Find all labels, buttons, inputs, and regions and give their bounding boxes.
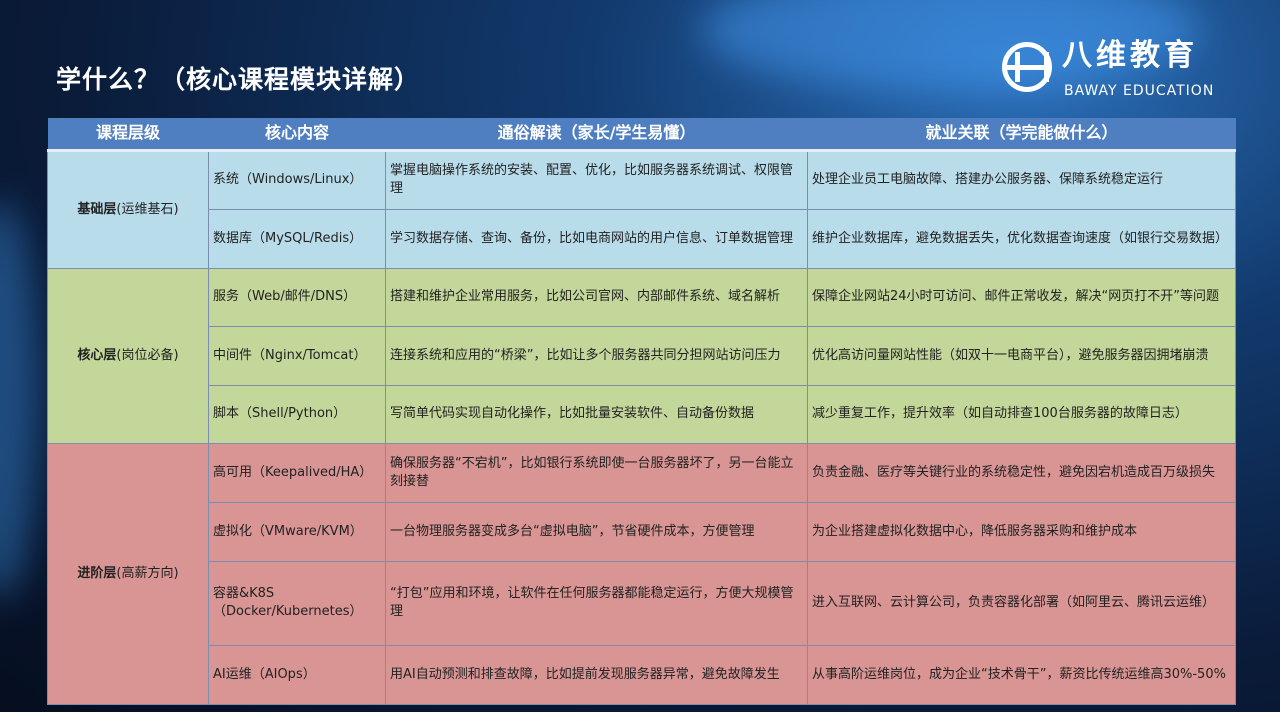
content-cell: 中间件（Nginx/Tomcat）	[208, 325, 386, 386]
content-cell: 数据库（MySQL/Redis）	[208, 208, 386, 269]
logo-en: BAWAY EDUCATION	[1064, 83, 1215, 99]
logo-cn: 八维教育	[1062, 38, 1198, 73]
level-name: 基础层	[77, 201, 117, 217]
table-row: 中间件（Nginx/Tomcat） 连接系统和应用的“桥梁”，比如让多个服务器共同…	[48, 325, 1236, 386]
globe-logo-icon	[1002, 42, 1052, 92]
course-module-table: 课程层级 核心内容 通俗解读（家长/学生易懂） 就业关联（学完能做什么） 基础层(运维…	[47, 118, 1236, 705]
content-cell: 高可用（Keepalived/HA）	[208, 442, 386, 503]
table-row: 脚本（Shell/Python） 写简单代码实现自动化操作，比如批量安装软件、自动…	[48, 384, 1236, 444]
explain-cell: 用AI自动预测和排查故障，比如提前发现服务器异常，避免故障发生	[385, 644, 808, 705]
job-cell: 为企业搭建虚拟化数据中心，降低服务器采购和维护成本	[807, 501, 1236, 562]
level-cell: 基础层(运维基石)	[47, 149, 209, 269]
content-cell: 服务（Web/邮件/DNS）	[208, 267, 386, 327]
explain-cell: 连接系统和应用的“桥梁”，比如让多个服务器共同分担网站访问压力	[385, 325, 808, 386]
job-cell: 优化高访问量网站性能（如双十一电商平台），避免服务器因拥堵崩溃	[807, 325, 1236, 386]
table-row: 虚拟化（VMware/KVM） 一台物理服务器变成多台“虚拟电脑”，节省硬件成本，…	[48, 501, 1236, 562]
content-cell: 虚拟化（VMware/KVM）	[208, 501, 386, 562]
content-cell: AI运维（AIOps）	[208, 644, 386, 705]
job-cell: 进入互联网、云计算公司，负责容器化部署（如阿里云、腾讯云运维）	[807, 560, 1236, 646]
table-row: AI运维（AIOps） 用AI自动预测和排查故障，比如提前发现服务器异常，避免故障…	[48, 644, 1236, 705]
level-note: (运维基石)	[116, 201, 179, 217]
table-row: 数据库（MySQL/Redis） 学习数据存储、查询、备份，比如电商网站的用户信息…	[48, 208, 1236, 269]
content-cell: 容器&K8S（Docker/Kubernetes）	[208, 560, 386, 646]
column-header: 课程层级	[47, 118, 209, 152]
explain-cell: 写简单代码实现自动化操作，比如批量安装软件、自动备份数据	[385, 384, 808, 444]
level-note: (高薪方向)	[116, 565, 179, 581]
table-row: 核心层(岗位必备) 服务（Web/邮件/DNS） 搭建和维护企业常用服务，比如公司官…	[47, 267, 1236, 444]
table-row: 进阶层(高薪方向) 高可用（Keepalived/HA） 确保服务器“不宕机”，比如…	[47, 442, 1236, 705]
job-cell: 减少重复工作，提升效率（如自动排查100台服务器的故障日志）	[807, 384, 1236, 444]
content-cell: 脚本（Shell/Python）	[208, 384, 386, 444]
job-cell: 保障企业网站24小时可访问、邮件正常收发，解决“网页打不开”等问题	[807, 267, 1236, 327]
explain-cell: 掌握电脑操作系统的安装、配置、优化，比如服务器系统调试、权限管理	[385, 149, 808, 210]
level-name: 进阶层	[77, 565, 117, 581]
job-cell: 维护企业数据库，避免数据丢失，优化数据查询速度（如银行交易数据）	[807, 208, 1236, 269]
baway-logo: 八维教育 BAWAY EDUCATION	[1000, 38, 1235, 102]
level-cell: 进阶层(高薪方向)	[47, 442, 209, 705]
job-cell: 从事高阶运维岗位，成为企业“技术骨干”，薪资比传统运维高30%-50%	[807, 644, 1236, 705]
level-note: (岗位必备)	[116, 347, 179, 363]
explain-cell: 学习数据存储、查询、备份，比如电商网站的用户信息、订单数据管理	[385, 208, 808, 269]
column-header: 就业关联（学完能做什么）	[807, 118, 1236, 152]
slide-title: 学什么？（核心课程模块详解）	[56, 65, 421, 94]
column-header: 核心内容	[208, 118, 386, 152]
table-row: 基础层(运维基石) 系统（Windows/Linux） 掌握电脑操作系统的安装、配置…	[47, 149, 1236, 269]
column-header: 通俗解读（家长/学生易懂）	[385, 118, 808, 152]
explain-cell: 一台物理服务器变成多台“虚拟电脑”，节省硬件成本，方便管理	[385, 501, 808, 562]
level-name: 核心层	[77, 347, 117, 363]
job-cell: 负责金融、医疗等关键行业的系统稳定性，避免因宕机造成百万级损失	[807, 442, 1236, 503]
content-cell: 系统（Windows/Linux）	[208, 149, 386, 210]
table-row: 容器&K8S（Docker/Kubernetes） “打包”应用和环境，让软件在任…	[48, 560, 1236, 646]
header-row: 课程层级 核心内容 通俗解读（家长/学生易懂） 就业关联（学完能做什么）	[47, 118, 1236, 152]
explain-cell: 搭建和维护企业常用服务，比如公司官网、内部邮件系统、域名解析	[385, 267, 808, 327]
explain-cell: 确保服务器“不宕机”，比如银行系统即使一台服务器坏了，另一台能立刻接替	[385, 442, 808, 503]
explain-cell: “打包”应用和环境，让软件在任何服务器都能稳定运行，方便大规模管理	[385, 560, 808, 646]
level-cell: 核心层(岗位必备)	[47, 267, 209, 444]
job-cell: 处理企业员工电脑故障、搭建办公服务器、保障系统稳定运行	[807, 149, 1236, 210]
